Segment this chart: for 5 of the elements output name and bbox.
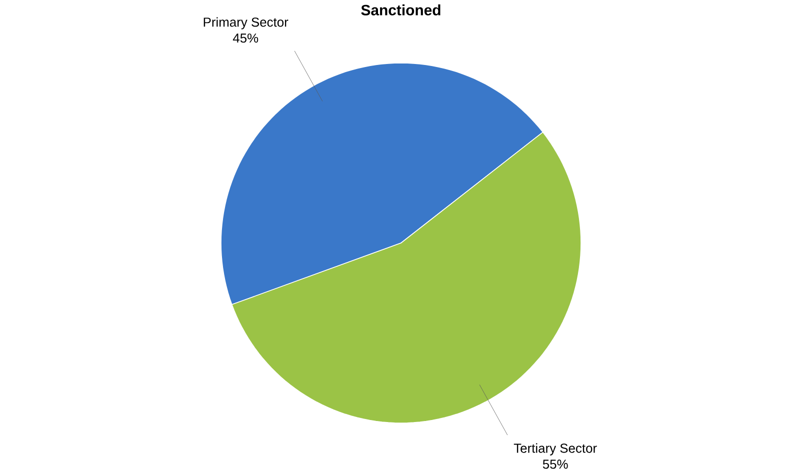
- slice-label: Tertiary Sector: [514, 443, 597, 456]
- chart-title: Sanctioned: [361, 4, 440, 16]
- data-label: 55%: [542, 460, 568, 469]
- slice-label: Primary Sector: [204, 17, 288, 30]
- data-label: 45%: [232, 34, 258, 43]
